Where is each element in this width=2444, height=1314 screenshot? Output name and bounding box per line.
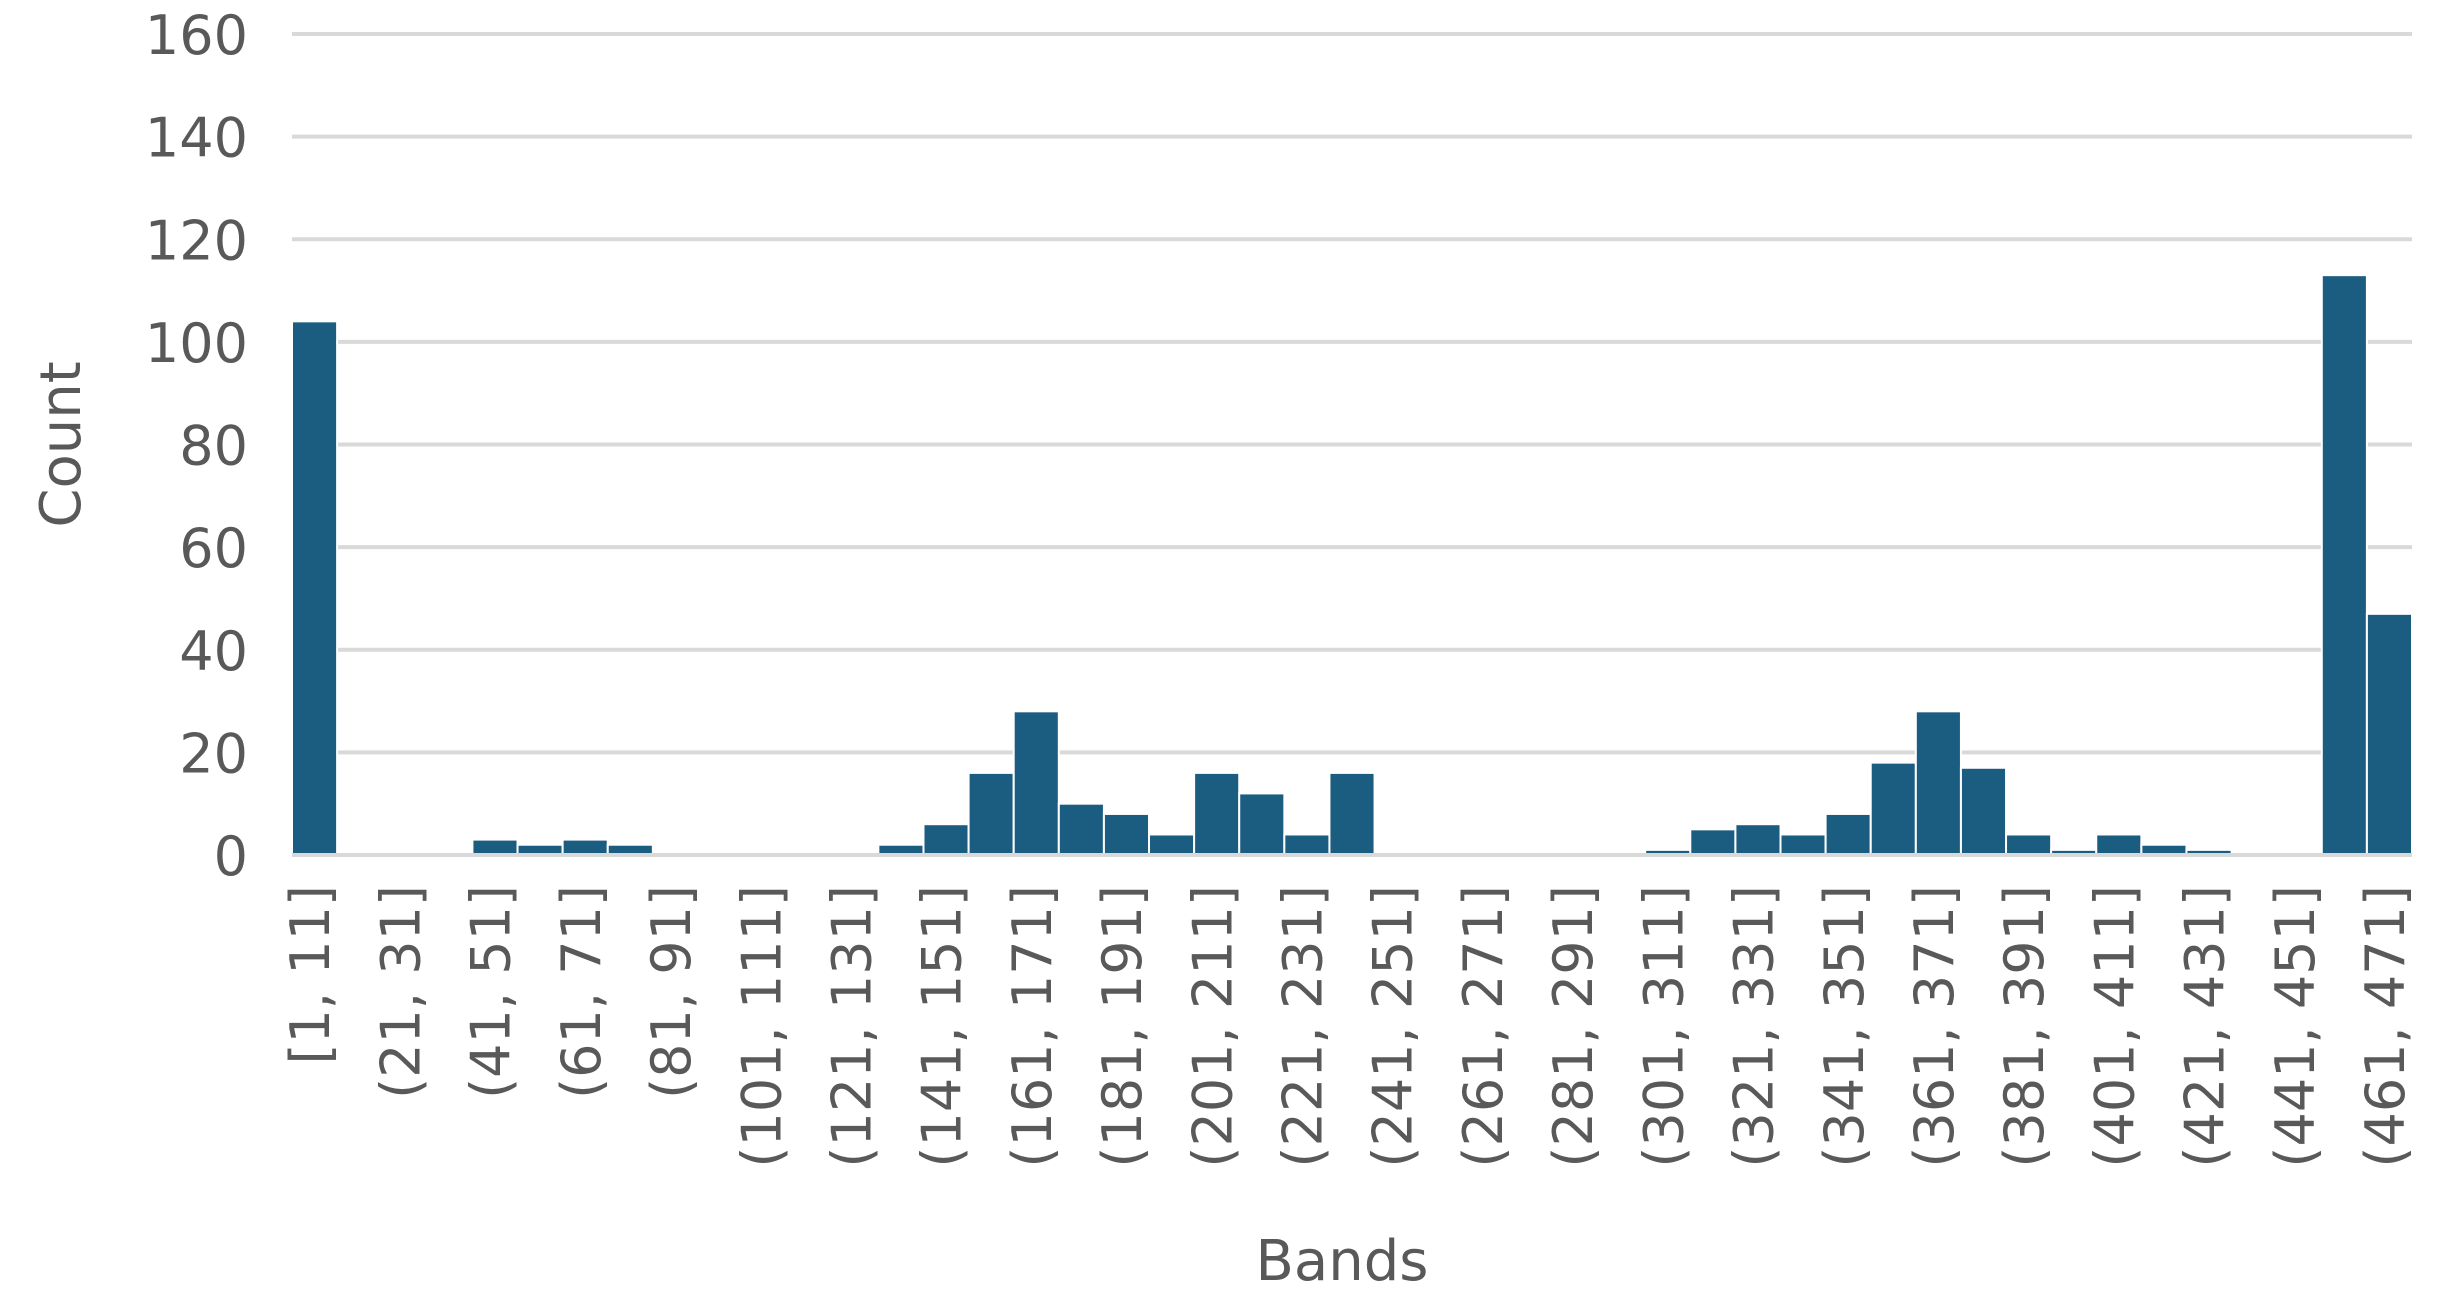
- x-tick-label: (301, 311]: [1632, 885, 1695, 1168]
- y-tick-label: 60: [179, 517, 248, 580]
- bar-36: [1914, 710, 1962, 857]
- y-tick-label: 120: [145, 209, 248, 272]
- x-tick-label: (361, 371]: [1903, 885, 1966, 1168]
- bar-4: [471, 838, 519, 857]
- bar-20: [1193, 771, 1241, 857]
- x-tick-label: (381, 391]: [1993, 885, 2056, 1168]
- y-tick-label: 40: [179, 620, 248, 683]
- x-tick-label: (241, 251]: [1362, 885, 1425, 1168]
- x-tick-label: (101, 111]: [730, 885, 793, 1168]
- x-tick-label: (281, 291]: [1542, 885, 1605, 1168]
- x-tick-label: (261, 271]: [1452, 885, 1515, 1168]
- bar-31: [1689, 828, 1737, 856]
- x-tick-label: (441, 451]: [2264, 885, 2327, 1168]
- bar-38: [2005, 833, 2053, 856]
- x-tick-label: (121, 131]: [820, 885, 883, 1168]
- y-tick-label: 0: [214, 825, 248, 888]
- gridlines: [292, 32, 2412, 755]
- bar-23: [1328, 771, 1376, 857]
- x-tick-label: (421, 431]: [2174, 885, 2237, 1168]
- x-tick-label: (201, 211]: [1181, 885, 1244, 1168]
- x-tick-label: (41, 51]: [460, 885, 523, 1099]
- x-tick-label: (141, 151]: [911, 885, 974, 1168]
- bar-18: [1102, 812, 1151, 857]
- bar-45: [2320, 274, 2368, 856]
- y-axis-title: Count: [29, 361, 94, 527]
- bar-15: [967, 771, 1015, 857]
- x-tick-label: (81, 91]: [640, 885, 703, 1099]
- bar-46: [2365, 612, 2413, 856]
- bars: [291, 274, 2413, 857]
- bar-16: [1012, 710, 1060, 857]
- y-tick-label: 100: [145, 312, 248, 375]
- bar-17: [1057, 802, 1105, 856]
- bar-40: [2095, 833, 2143, 856]
- bar-22: [1283, 833, 1331, 856]
- x-tick-label: (341, 351]: [1813, 885, 1876, 1168]
- bar-19: [1148, 833, 1196, 856]
- x-tick-label: (21, 31]: [369, 885, 432, 1099]
- x-tick-label: [1, 11]: [279, 885, 342, 1065]
- y-tick-label: 140: [145, 107, 248, 170]
- y-tick-label: 160: [145, 4, 248, 67]
- bar-32: [1734, 823, 1782, 857]
- y-tick-label: 20: [179, 722, 248, 785]
- bar-21: [1238, 792, 1286, 856]
- bar-33: [1779, 833, 1827, 856]
- x-tick-labels: [1, 11] (21, 31] (41, 51] (61, 71] (81, 91] (…: [279, 885, 2417, 1168]
- x-axis-title: Bands: [1256, 1229, 1429, 1294]
- x-tick-label: (221, 231]: [1272, 885, 1335, 1168]
- bar-0: [291, 320, 339, 857]
- x-tick-label: (401, 411]: [2083, 885, 2146, 1168]
- x-tick-label: (61, 71]: [550, 885, 613, 1099]
- y-tick-label: 80: [179, 415, 248, 478]
- x-tick-label: (321, 331]: [1723, 885, 1786, 1168]
- bar-34: [1824, 812, 1872, 857]
- bar-6: [561, 838, 609, 857]
- bar-35: [1869, 761, 1917, 857]
- bar-37: [1959, 766, 2008, 856]
- x-tick-label: (181, 191]: [1091, 885, 1154, 1168]
- x-tick-label: (461, 471]: [2354, 885, 2417, 1168]
- bar-14: [922, 823, 970, 857]
- y-tick-labels: 0 20 40 60 80 100 120 140 160: [145, 4, 248, 888]
- x-tick-label: (161, 171]: [1001, 885, 1064, 1168]
